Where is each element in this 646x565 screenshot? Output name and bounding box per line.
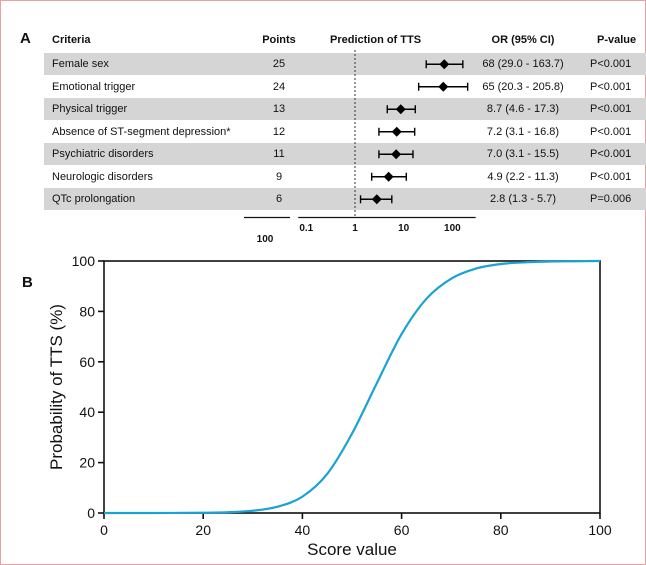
panel-a-label: A	[20, 30, 31, 47]
points-cell: 6	[275, 193, 283, 205]
or-ci-cell: 65 (20.3 - 205.8)	[482, 80, 564, 93]
x-axis-label: Score value	[307, 540, 397, 559]
points-total-label: 100	[256, 234, 274, 245]
y-tick-label: 20	[79, 455, 95, 471]
x-tick-label: 40	[295, 522, 311, 538]
table-row: Emotional trigger 24 65 (20.3 - 205.8) P<0.…	[44, 76, 646, 98]
or-point	[391, 149, 402, 160]
table-row: Psychiatric disorders 11 7.0 (3.1 - 15.5) P…	[44, 143, 646, 165]
panel-a: A Criteria Points Prediction of TTS OR (…	[0, 0, 646, 250]
panel-b-label: B	[22, 274, 33, 291]
or-ci-cell: 8.7 (4.6 - 17.3)	[486, 103, 560, 115]
points-cell: 13	[272, 103, 286, 115]
or-ci-cell: 4.9 (2.2 - 11.3)	[487, 170, 559, 183]
p-value-cell: P=0.006	[590, 193, 632, 205]
plot-frame	[103, 260, 601, 514]
header-criteria: Criteria	[52, 34, 91, 46]
points-cell: 9	[275, 170, 283, 183]
or-point	[395, 104, 406, 115]
points-cell: 25	[272, 58, 286, 70]
criteria-cell: Physical trigger	[52, 103, 128, 115]
criteria-cell: Female sex	[52, 58, 109, 70]
p-value-cell: P<0.001	[590, 125, 632, 138]
header-prediction: Prediction of TTS	[330, 34, 422, 46]
table-row: Physical trigger 13 8.7 (4.6 - 17.3) P<0.00…	[44, 98, 646, 120]
x-tick-label: 60	[394, 522, 410, 538]
p-value-cell: P<0.001	[590, 80, 632, 93]
table-row: Female sex 25 68 (29.0 - 163.7) P<0.001	[44, 53, 646, 75]
header-pvalue: P-value	[597, 34, 637, 46]
or-point	[391, 126, 402, 137]
y-axis-label: Probability of TTS (%)	[47, 304, 66, 470]
y-tick-label: 80	[79, 303, 95, 319]
y-tick-label: 60	[79, 354, 95, 370]
or-ci-cell: 7.2 (3.1 - 16.8)	[486, 125, 560, 138]
table-row: Neurologic disorders 9 4.9 (2.2 - 11.3) P<0…	[44, 166, 646, 188]
criteria-cell: Neurologic disorders	[52, 170, 153, 183]
or-ci-cell: 68 (29.0 - 163.7)	[482, 58, 564, 70]
criteria-cell: QTc prolongation	[52, 193, 136, 205]
forest-tick-label: 0.1	[299, 222, 314, 234]
forest-tick-label: 1	[352, 222, 358, 234]
criteria-cell: Psychiatric disorders	[52, 148, 154, 160]
or-point	[439, 59, 450, 70]
y-tick-label: 40	[79, 404, 95, 420]
x-tick-label: 80	[493, 522, 509, 538]
p-value-cell: P<0.001	[590, 103, 632, 115]
points-cell: 24	[272, 80, 286, 93]
or-point	[383, 171, 394, 182]
or-point	[371, 194, 382, 205]
forest-tick-label: 100	[444, 222, 461, 234]
table-row: Absence of ST-segment depression* 12 7.2 (…	[44, 121, 646, 143]
x-tick-label: 20	[195, 522, 211, 538]
criteria-cell: Emotional trigger	[52, 80, 136, 93]
points-cell: 12	[272, 125, 286, 138]
or-ci-cell: 7.0 (3.1 - 15.5)	[486, 148, 560, 160]
header-points: Points	[262, 34, 296, 46]
table-row: QTc prolongation 6 2.8 (1.3 - 5.7) P=0.006	[44, 188, 646, 210]
header-or: OR (95% CI)	[491, 34, 555, 46]
x-tick-label: 100	[588, 522, 612, 538]
forest-plot	[244, 50, 476, 219]
p-value-cell: P<0.001	[590, 170, 632, 183]
or-point	[438, 81, 449, 92]
x-tick-label: 0	[100, 522, 108, 538]
criteria-cell: Absence of ST-segment depression*	[52, 125, 231, 138]
probability-series-line	[103, 259, 601, 515]
p-value-cell: P<0.001	[590, 58, 632, 70]
forest-tick-label: 10	[398, 222, 410, 234]
points-cell: 11	[273, 148, 285, 160]
y-tick-label: 0	[87, 505, 95, 521]
p-value-cell: P<0.001	[590, 148, 632, 160]
or-ci-cell: 2.8 (1.3 - 5.7)	[489, 193, 557, 205]
y-tick-label: 100	[72, 253, 96, 269]
